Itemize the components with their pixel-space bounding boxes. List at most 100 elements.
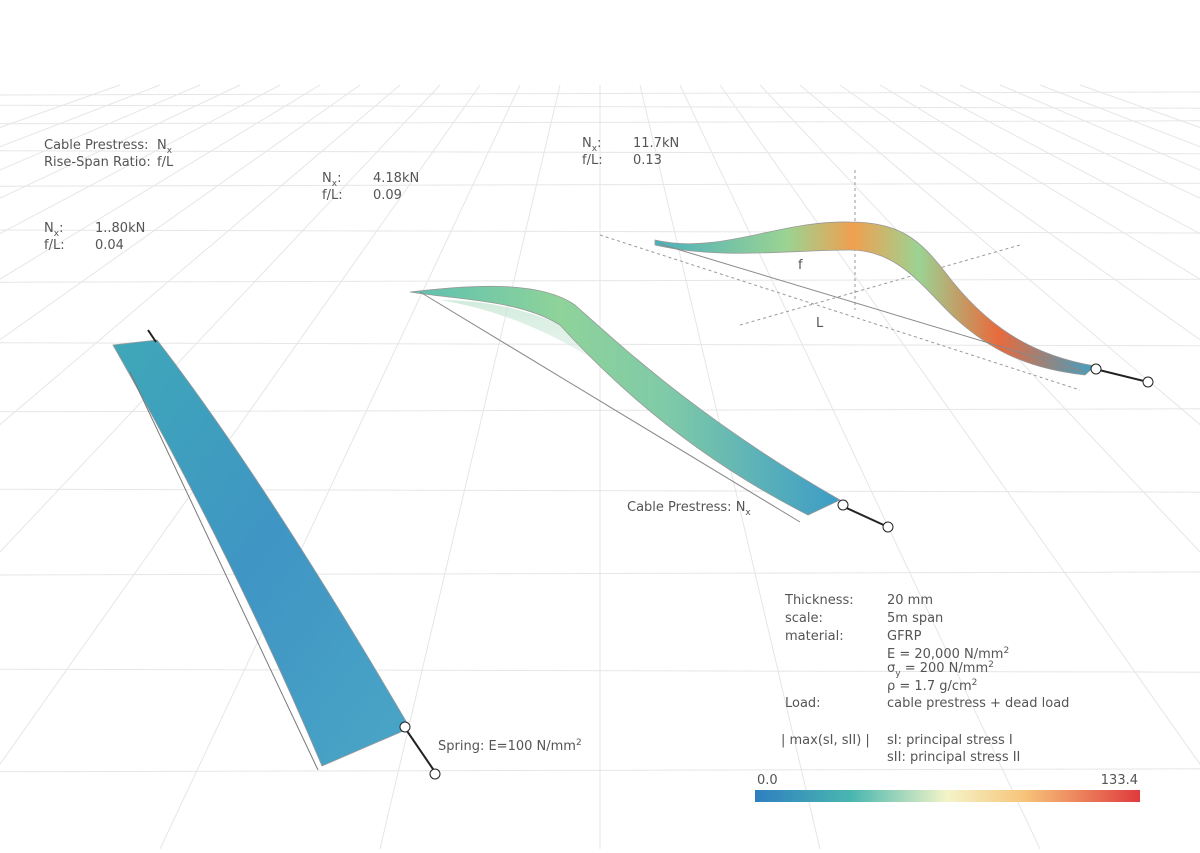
node: [837, 499, 849, 511]
case-fl-value: 0.09: [373, 188, 402, 203]
grid-line: [1079, 84, 1200, 128]
rise-label: f: [798, 258, 803, 273]
cable-3: [659, 243, 1086, 373]
text: = 200 N/mm: [901, 661, 989, 676]
node: [1090, 363, 1102, 375]
strip-1: [112, 339, 411, 767]
spec-value: cable prestress + dead load: [887, 696, 1069, 711]
node: [1142, 376, 1154, 388]
cable-2: [419, 291, 801, 523]
spring: [839, 504, 889, 528]
superscript: 2: [988, 660, 994, 670]
grid-line: [799, 84, 1200, 426]
spec-value: ρ = 1.7 g/cm2: [887, 678, 977, 694]
anchor: [147, 329, 157, 343]
grid-line: [0, 84, 441, 553]
colorbar-min: 0.0: [757, 773, 778, 788]
strip-2: [409, 285, 841, 516]
grid-line: [919, 84, 1200, 235]
specs: Thickness: 20 mm scale: 5m span material…: [781, 593, 1069, 765]
superscript: 2: [1003, 646, 1009, 656]
label: Cable Prestress: N: [627, 500, 745, 515]
node: [882, 521, 894, 533]
label: Spring: E=100 N/mm: [438, 739, 576, 754]
symbol: f/L: [157, 155, 174, 170]
case-nx-value: 11.7kN: [633, 136, 679, 151]
grid-line: [719, 84, 1200, 765]
colon: :: [597, 136, 601, 151]
spec-value: sII: principal stress II: [887, 750, 1020, 765]
grid-line: [0, 84, 401, 426]
case-nx-value: 1..80kN: [95, 221, 145, 236]
label: Rise-Span Ratio:: [44, 155, 151, 170]
symbol: N: [157, 138, 167, 153]
spec-label: | max(sI, sII) |: [781, 733, 870, 748]
colorbar-max: 133.4: [1101, 773, 1138, 788]
subscript: y: [895, 669, 901, 679]
grid-line: [0, 84, 121, 128]
grid-line: [879, 84, 1200, 280]
case-labels: Nx: 1..80kN f/L: 0.04 Nx: 4.18kN f/L: 0.09 Nx: 11…: [44, 136, 679, 253]
subscript: x: [332, 179, 338, 189]
header-ratio: Rise-Span Ratio: f/L: [44, 155, 174, 170]
case-nx-value: 4.18kN: [373, 171, 419, 186]
case-nx: Nx:: [322, 171, 341, 189]
spring-annotation: Spring: E=100 N/mm2: [438, 738, 582, 754]
header-prestress: Cable Prestress: Nx: [44, 138, 173, 156]
case-fl-value: 0.04: [95, 238, 124, 253]
grid-line: [0, 84, 361, 341]
text: ρ = 1.7 g/cm: [887, 679, 972, 694]
symbol: N: [322, 171, 332, 186]
axes-3: [599, 170, 1081, 391]
case-nx: Nx:: [582, 136, 601, 154]
grid-line: [0, 84, 201, 171]
grid-line: [379, 84, 561, 850]
spec-value: 20 mm: [887, 593, 933, 608]
subscript: x: [167, 146, 173, 156]
spec-value: E = 20,000 N/mm2: [887, 646, 1009, 662]
text: E = 20,000 N/mm: [887, 647, 1003, 662]
colon: :: [337, 171, 341, 186]
grid-line: [159, 84, 521, 850]
case-fl-label: f/L:: [44, 238, 65, 253]
subscript: x: [745, 508, 751, 518]
cable-annotation: Cable Prestress: Nx: [627, 500, 751, 518]
grid-line: [999, 84, 1200, 171]
spec-value: σy = 200 N/mm2: [887, 660, 994, 679]
spec-value: GFRP: [887, 629, 922, 644]
ground-grid: [0, 84, 1200, 850]
spec-label: Load:: [785, 696, 821, 711]
label: Cable Prestress:: [44, 138, 149, 153]
spec-value: 5m span: [887, 611, 943, 626]
strip-3: [654, 221, 1096, 376]
superscript: 2: [576, 738, 582, 748]
case-fl-value: 0.13: [633, 153, 662, 168]
spec-label: material:: [785, 629, 844, 644]
grid-line: [679, 84, 1041, 850]
grid-line: [0, 84, 281, 235]
cable-1: [129, 371, 319, 771]
spec-value: sI: principal stress I: [887, 733, 1013, 748]
grid-line: [759, 84, 1200, 553]
node: [429, 768, 441, 780]
symbol: N: [44, 221, 54, 236]
subscript: x: [54, 229, 60, 239]
case-fl-label: f/L:: [322, 188, 343, 203]
span-label: L: [816, 316, 824, 331]
spring: [1094, 368, 1149, 383]
text: σ: [887, 661, 895, 676]
colon: :: [59, 221, 63, 236]
subscript: x: [592, 144, 598, 154]
case-nx: Nx:: [44, 221, 63, 239]
spec-label: Thickness:: [784, 593, 854, 608]
colorbar: [755, 790, 1140, 802]
grid-line: [839, 84, 1200, 341]
node: [399, 721, 411, 733]
spring: [404, 727, 436, 773]
symbol: N: [582, 136, 592, 151]
grid-line: [0, 84, 321, 280]
superscript: 2: [972, 678, 978, 688]
spec-label: scale:: [785, 611, 823, 626]
